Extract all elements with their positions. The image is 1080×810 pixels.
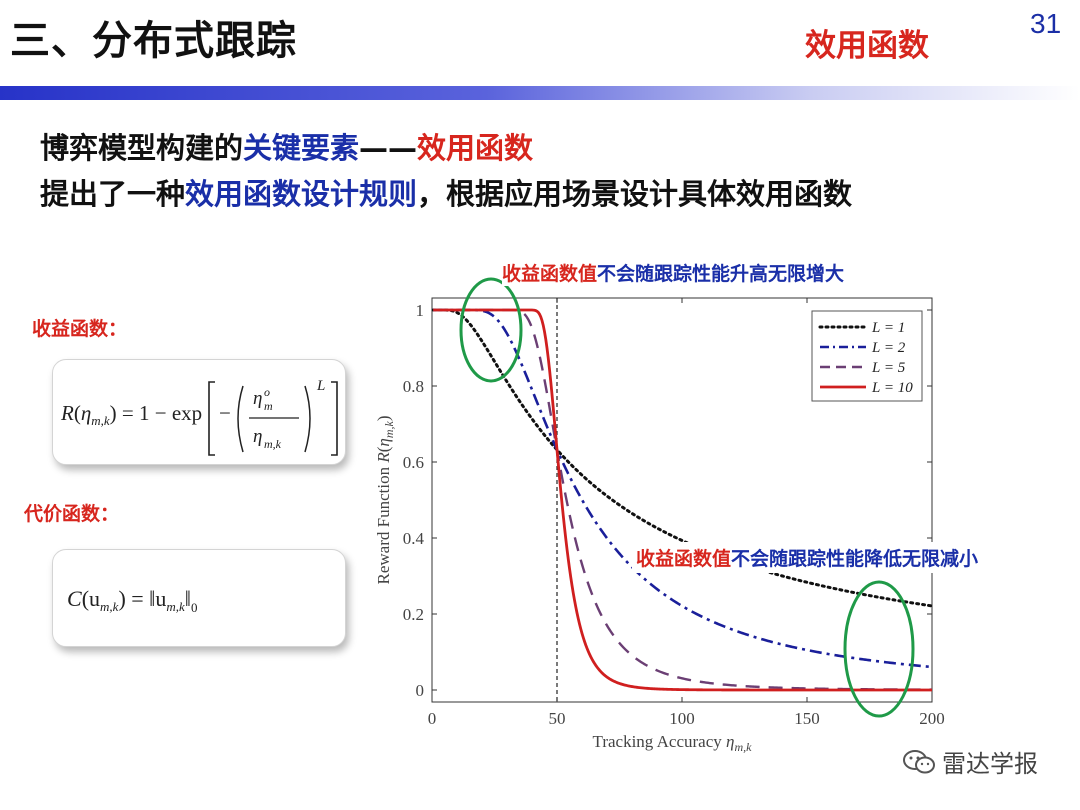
- headline-dash: ——: [359, 131, 418, 165]
- series-line-L10: [433, 308, 932, 692]
- y-axis-label: Reward Function R(ηm,k): [374, 416, 396, 585]
- headline-line-2: 提出了一种效用函数设计规则，根据应用场景设计具体效用函数: [40, 171, 852, 213]
- annotation-top: 收益函数值不会随跟踪性能升高无限增大: [502, 259, 845, 286]
- headline-text-rest: ，根据应用场景设计具体效用函数: [417, 177, 853, 211]
- x-tick-label: 200: [919, 709, 945, 728]
- svg-text:m,k: m,k: [264, 437, 282, 451]
- y-tick-label: 0.2: [403, 605, 424, 624]
- headline-key-elements: 关键要素: [243, 131, 360, 165]
- svg-text:L: L: [316, 378, 325, 394]
- headline-text: 博弈模型构建的: [40, 131, 244, 165]
- annotation-bottom: 收益函数值不会随跟踪性能降低无限减小: [632, 542, 983, 573]
- x-tick-label: 150: [794, 709, 820, 728]
- y-tick-label: 1: [416, 301, 425, 320]
- cost-formula: C(um,k) = ‖um,k‖0: [67, 586, 197, 615]
- x-axis-label: Tracking Accuracy ηm,k: [593, 732, 753, 754]
- svg-text:−: −: [219, 401, 231, 425]
- svg-text:R(ηm,k) = 1 − exp: R(ηm,k) = 1 − exp: [60, 401, 202, 428]
- slide-subtitle: 效用函数: [805, 28, 929, 64]
- x-tick-label: 100: [669, 709, 695, 728]
- headline-utility-function: 效用函数: [417, 131, 534, 165]
- series-line-L2: [433, 308, 933, 669]
- svg-text:η: η: [253, 388, 262, 409]
- legend-label: L = 5: [871, 360, 906, 376]
- legend-label: L = 10: [871, 380, 913, 396]
- cost-formula-box: C(um,k) = ‖um,k‖0: [52, 549, 346, 647]
- legend-label: L = 1: [871, 320, 905, 336]
- legend-label: L = 2: [871, 340, 906, 356]
- watermark: 雷达学报: [902, 744, 1038, 779]
- svg-text:m: m: [264, 399, 273, 413]
- reward-formula-box: R(ηm,k) = 1 − exp − η o m η m,k L: [52, 359, 346, 465]
- annotation-top-blue: 不会随跟踪性能升高无限增大: [597, 263, 845, 285]
- y-tick-label: 0.8: [403, 377, 424, 396]
- annotation-bottom-blue: 不会随跟踪性能降低无限减小: [731, 548, 979, 570]
- annotation-top-red: 收益函数值: [502, 263, 598, 285]
- reward-function-label: 收益函数：: [32, 318, 128, 340]
- watermark-text: 雷达学报: [942, 750, 1038, 778]
- highlight-ellipse-top: [459, 277, 523, 383]
- annotation-bottom-red: 收益函数值: [636, 548, 732, 570]
- title-divider-bar: [0, 86, 1080, 100]
- x-tick-label: 50: [549, 709, 566, 728]
- page-number: 31: [1030, 8, 1062, 39]
- reward-formula: R(ηm,k) = 1 − exp − η o m η m,k L: [60, 378, 338, 456]
- series-line-L1: [431, 308, 934, 608]
- y-tick-label: 0.4: [403, 529, 425, 548]
- headline-design-rule: 效用函数设计规则: [185, 177, 418, 211]
- slide-title: 三、分布式跟踪: [10, 18, 297, 64]
- svg-text:o: o: [264, 385, 270, 399]
- svg-text:C(um,k) = ‖um,k‖0: C(um,k) = ‖um,k‖0: [67, 586, 197, 615]
- y-tick-label: 0.6: [403, 453, 424, 472]
- svg-text:η: η: [253, 426, 262, 447]
- cost-function-label: 代价函数：: [24, 503, 120, 525]
- headline-line-1: 博弈模型构建的关键要素——效用函数: [40, 125, 533, 167]
- y-tick-label: 0: [416, 681, 425, 700]
- wechat-icon: [902, 748, 936, 776]
- headline-text: 提出了一种: [40, 177, 186, 211]
- highlight-ellipse-bottom: [843, 580, 915, 718]
- x-tick-label: 0: [428, 709, 437, 728]
